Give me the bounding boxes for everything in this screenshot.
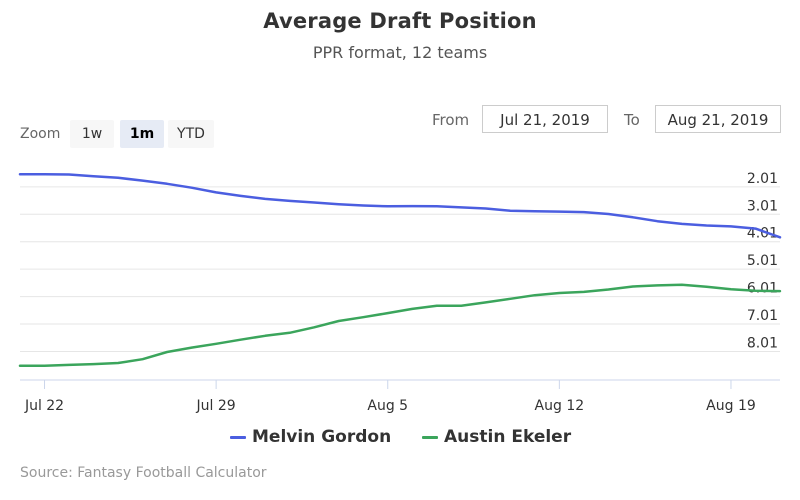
x-tick-label: Aug 5 [367,398,408,414]
x-tick-label: Jul 29 [196,398,236,414]
y-tick-label: 8.01 [747,335,778,351]
from-date-input[interactable]: Jul 21, 2019 [482,105,608,133]
zoom-1m-button[interactable]: 1m [120,120,164,148]
zoom-1w-button[interactable]: 1w [70,120,114,148]
legend-item-austin-ekeler[interactable]: Austin Ekeler [422,427,571,447]
chart-title: Average Draft Position [263,9,537,33]
chart-subtitle: PPR format, 12 teams [312,43,488,62]
legend-swatch-melvin-gordon [230,435,246,439]
y-tick-label: 6.01 [747,281,778,297]
series-line-austin-ekeler [18,283,782,367]
to-label: To [624,111,640,129]
from-label: From [432,111,470,129]
y-tick-label: 5.01 [747,253,778,269]
legend-swatch-austin-ekeler [422,435,438,439]
zoom-ytd-button[interactable]: YTD [168,120,214,148]
x-tick-label: Aug 12 [535,398,585,414]
legend-label-melvin-gordon: Melvin Gordon [252,427,392,447]
credits[interactable]: Source: Fantasy Football Calculator [20,465,267,481]
legend-item-melvin-gordon[interactable]: Melvin Gordon [230,427,391,447]
x-tick-label: Aug 19 [706,398,756,414]
x-tick-label: Jul 22 [24,398,64,414]
zoom-label: Zoom [20,126,61,142]
series-line-melvin-gordon [18,172,782,239]
y-tick-label: 3.01 [747,198,778,214]
legend-label-austin-ekeler: Austin Ekeler [444,427,572,447]
to-date-input[interactable]: Aug 21, 2019 [655,105,781,133]
y-tick-label: 2.01 [747,171,778,187]
y-tick-label: 7.01 [747,308,778,324]
